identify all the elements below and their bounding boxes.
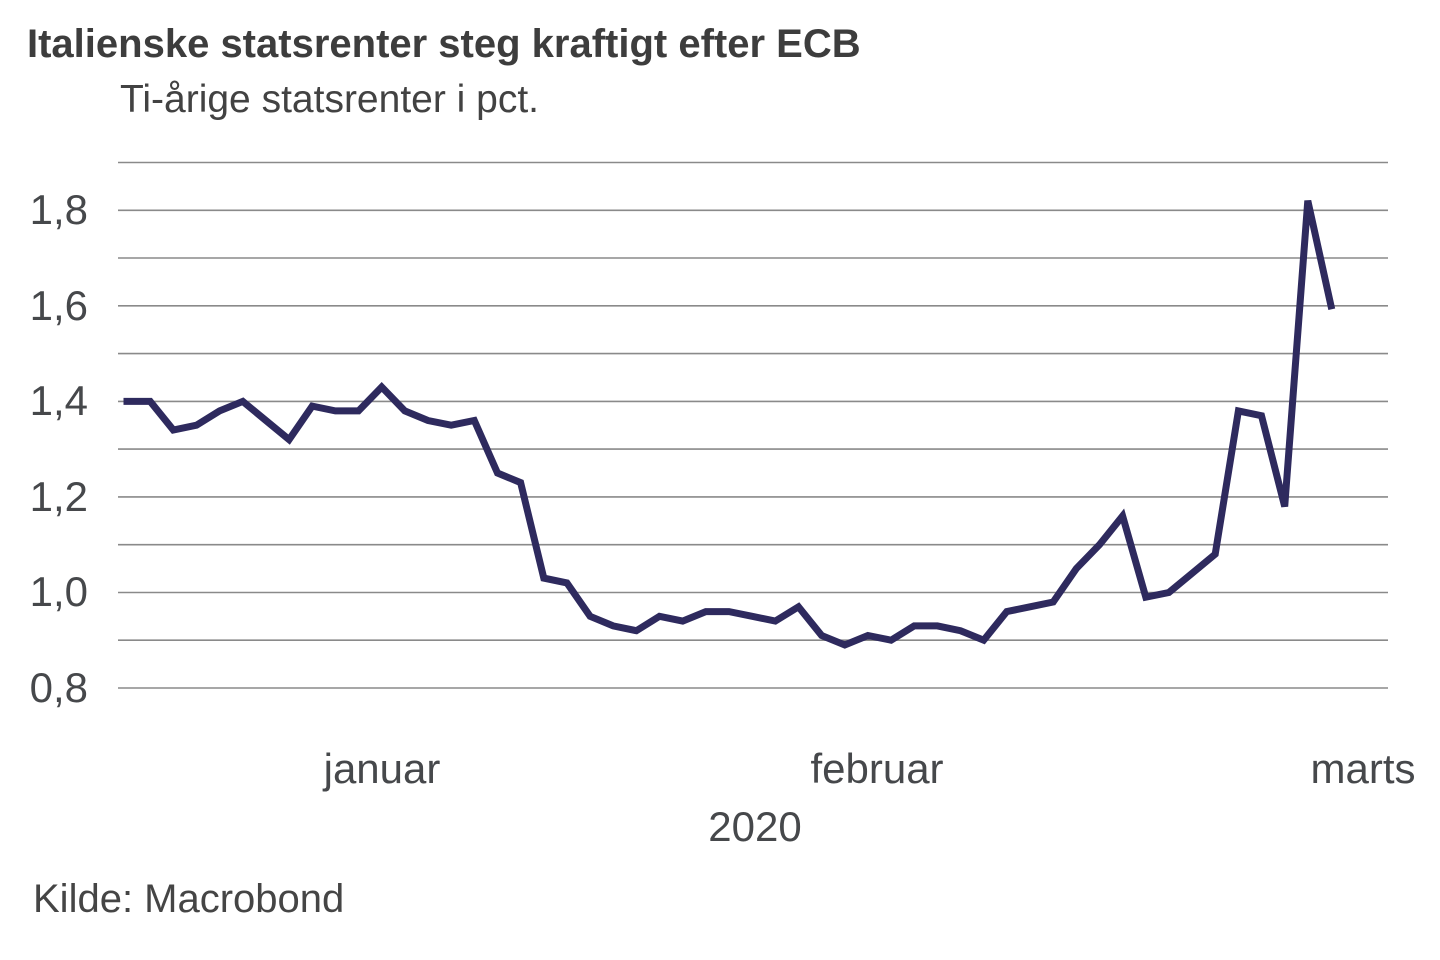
source-label: Kilde: Macrobond (33, 877, 345, 921)
gridlines (118, 161, 1388, 689)
chart-title: Italienske statsrenter steg kraftigt eft… (27, 22, 861, 66)
y-axis-label-1-8: 1,8 (29, 186, 88, 234)
y-axis-label-0-8: 0,8 (29, 664, 88, 711)
y-axis-label-1-4: 1,4 (29, 377, 88, 425)
x-axis-label-marts: marts (1310, 745, 1416, 792)
chart-subtitle: Ti-årige statsrenter i pct. (120, 78, 540, 121)
x-axis-label-februar: februar (810, 745, 944, 792)
yield-line (123, 199, 1336, 649)
x-axis-label-januar: januar (323, 745, 441, 792)
y-axis-label-1-2: 1,2 (29, 472, 88, 520)
y-axis-label-1-6: 1,6 (29, 281, 88, 329)
x-axis-year-label: 2020 (708, 803, 802, 850)
y-axis-label-1-0: 1,0 (29, 568, 88, 616)
